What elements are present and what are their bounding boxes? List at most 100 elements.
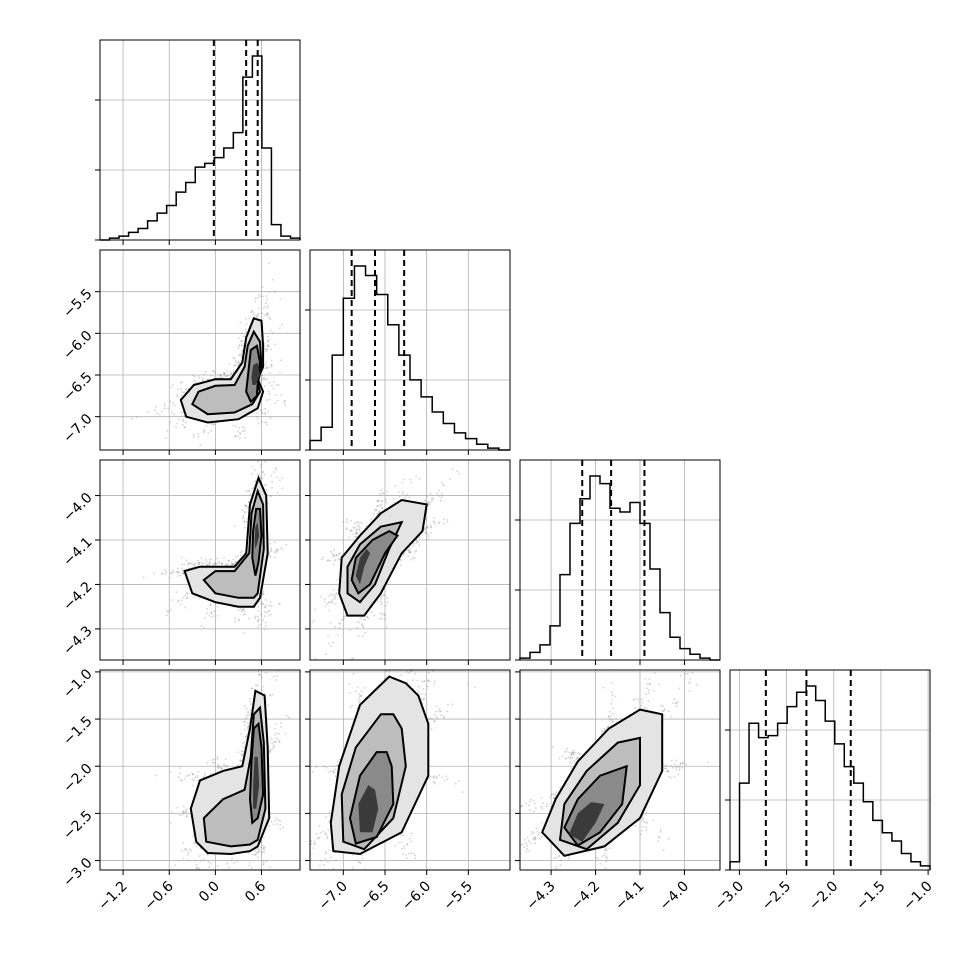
scatter-point [207,563,210,566]
scatter-point [224,375,227,377]
x-tick-label: −4.2 [568,878,603,913]
scatter-point [673,775,676,778]
scatter-point [410,832,413,835]
scatter-point [263,385,266,388]
scatter-point [217,763,220,766]
scatter-point [199,444,202,447]
scatter-point [271,486,273,489]
scatter-point [266,423,269,426]
scatter-point [351,704,353,707]
scatter-point [263,848,266,851]
scatter-point [264,413,267,416]
scatter-point [634,707,636,709]
scatter-point [439,499,442,502]
scatter-point [659,829,662,831]
scatter-point [284,399,287,402]
scatter-point [311,621,314,623]
scatter-point [226,764,229,767]
scatter-point [316,885,318,887]
contour-line [346,520,404,604]
scatter-point [326,559,329,562]
scatter-point [182,572,185,574]
scatter-point [373,614,376,617]
scatter-point [243,610,246,613]
scatter-point [332,563,335,566]
scatter-point [600,732,603,735]
scatter-point [220,374,223,376]
x-tick-label: −6.5 [357,878,392,913]
scatter-point [258,423,260,425]
scatter-point [275,551,278,554]
scatter-point [663,709,666,712]
scatter-point [569,758,571,760]
scatter-point [187,884,189,886]
scatter-point [254,480,257,482]
scatter-point [263,846,266,849]
scatter-point [207,431,210,434]
scatter-point [256,684,259,687]
scatter-point [427,504,430,507]
scatter-point [245,490,248,493]
scatter-point [194,859,197,862]
scatter-point [169,386,172,389]
scatter-point [332,554,335,557]
scatter-point [204,775,206,777]
scatter-point [658,683,661,686]
scatter-point [532,838,535,841]
scatter-point [287,650,289,652]
x-tick-label: −6.0 [399,878,434,913]
scatter-point [240,759,243,762]
scatter-point [566,747,568,750]
scatter-point [426,495,429,498]
scatter-point [270,348,272,351]
scatter-point [182,572,185,575]
scatter-point [258,657,260,659]
scatter-point [262,590,265,593]
scatter-point [424,527,426,529]
panel-frame [519,459,721,661]
scatter-point [197,866,200,869]
scatter-point [383,613,386,615]
scatter-point [325,653,327,656]
contour-line [189,689,271,856]
scatter-point [170,822,172,824]
scatter-point [528,840,530,843]
scatter-point [252,312,255,314]
scatter-point [568,857,570,860]
scatter-point [602,686,605,689]
scatter-point [386,597,388,600]
scatter-point [534,807,537,809]
scatter-point [363,618,366,621]
scatter-point [178,418,181,421]
scatter-point [542,802,545,805]
contour-line [350,529,399,595]
scatter-point [244,718,247,720]
scatter-point [359,861,361,864]
scatter-point [334,950,336,952]
scatter-point [407,853,410,855]
scatter-point [571,757,574,760]
scatter-point [558,757,561,760]
scatter-point [262,685,265,688]
scatter-point [187,562,190,565]
scatter-point [380,489,383,492]
scatter-point [246,726,249,728]
scatter-point [222,877,224,879]
scatter-point [414,857,417,860]
scatter-point [507,854,509,856]
scatter-point [245,707,248,710]
scatter-point [204,617,206,619]
scatter-point [554,793,556,796]
scatter-point [177,776,180,779]
scatter-point [271,693,274,696]
scatter-point [425,518,427,521]
scatter-point [268,554,270,557]
scatter-point [223,763,225,766]
scatter-point [611,698,614,701]
scatter-point [289,922,291,924]
scatter-point [422,698,425,701]
density-fill [568,802,605,842]
scatter-point [183,848,186,850]
scatter-point [570,762,573,765]
